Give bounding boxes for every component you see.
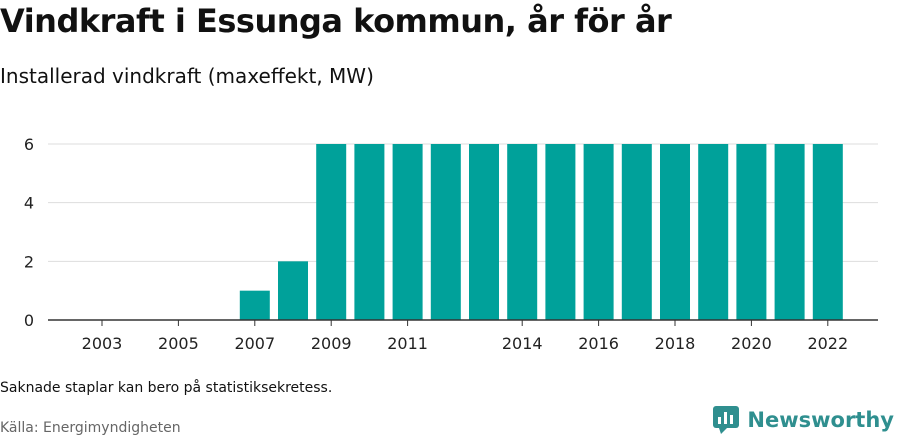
x-tick-label: 2003: [82, 334, 123, 353]
bar-2009: [316, 144, 347, 320]
bar-2008: [278, 261, 308, 320]
x-tick-label: 2014: [502, 334, 543, 353]
x-tick-label: 2005: [158, 334, 199, 353]
brand-name: Newsworthy: [747, 408, 894, 432]
brand-logo: Newsworthy: [713, 406, 894, 434]
x-tick-label: 2007: [234, 334, 275, 353]
x-tick-label: 2018: [655, 334, 696, 353]
x-tick-label: 2020: [731, 334, 772, 353]
y-axis-ticks: 0 2 4 6: [24, 135, 34, 330]
bar-2013: [469, 144, 499, 320]
x-tick-label: 2009: [311, 334, 352, 353]
bar-2010: [354, 144, 385, 320]
x-tick-label: 2022: [807, 334, 848, 353]
bar-2016: [583, 144, 614, 320]
bar-2007: [239, 290, 270, 320]
y-tick-label: 4: [24, 194, 34, 213]
bar-2017: [621, 144, 652, 320]
bar-2022: [812, 144, 843, 320]
chart-title: Vindkraft i Essunga kommun, år för år: [0, 2, 672, 40]
bar-2021: [774, 144, 805, 320]
source-credit: Källa: Energimyndigheten: [0, 420, 181, 436]
bar-2011: [392, 144, 423, 320]
bar-2014: [507, 144, 538, 320]
bar-chart: 0 2 4 6 2003 2005 2007 2009 2011 2014 2016 2018 202…: [24, 135, 878, 353]
bar-2015: [545, 144, 576, 320]
y-tick-label: 0: [24, 311, 34, 330]
bars: [239, 144, 843, 320]
x-axis-ticks: 2003 2005 2007 2009 2011 2014 2016 2018 2020 2022: [82, 320, 848, 353]
footnote: Saknade staplar kan bero på statistiksek…: [0, 380, 333, 396]
bar-2020: [736, 144, 767, 320]
newsworthy-logo-icon: [713, 406, 740, 434]
bar-2019: [698, 144, 729, 320]
chart-subtitle: Installerad vindkraft (maxeffekt, MW): [0, 64, 374, 88]
x-tick-label: 2016: [578, 334, 619, 353]
bar-2012: [430, 144, 461, 320]
y-tick-label: 2: [24, 252, 34, 271]
bar-2018: [660, 144, 690, 320]
y-tick-label: 6: [24, 135, 34, 154]
x-tick-label: 2011: [387, 334, 428, 353]
